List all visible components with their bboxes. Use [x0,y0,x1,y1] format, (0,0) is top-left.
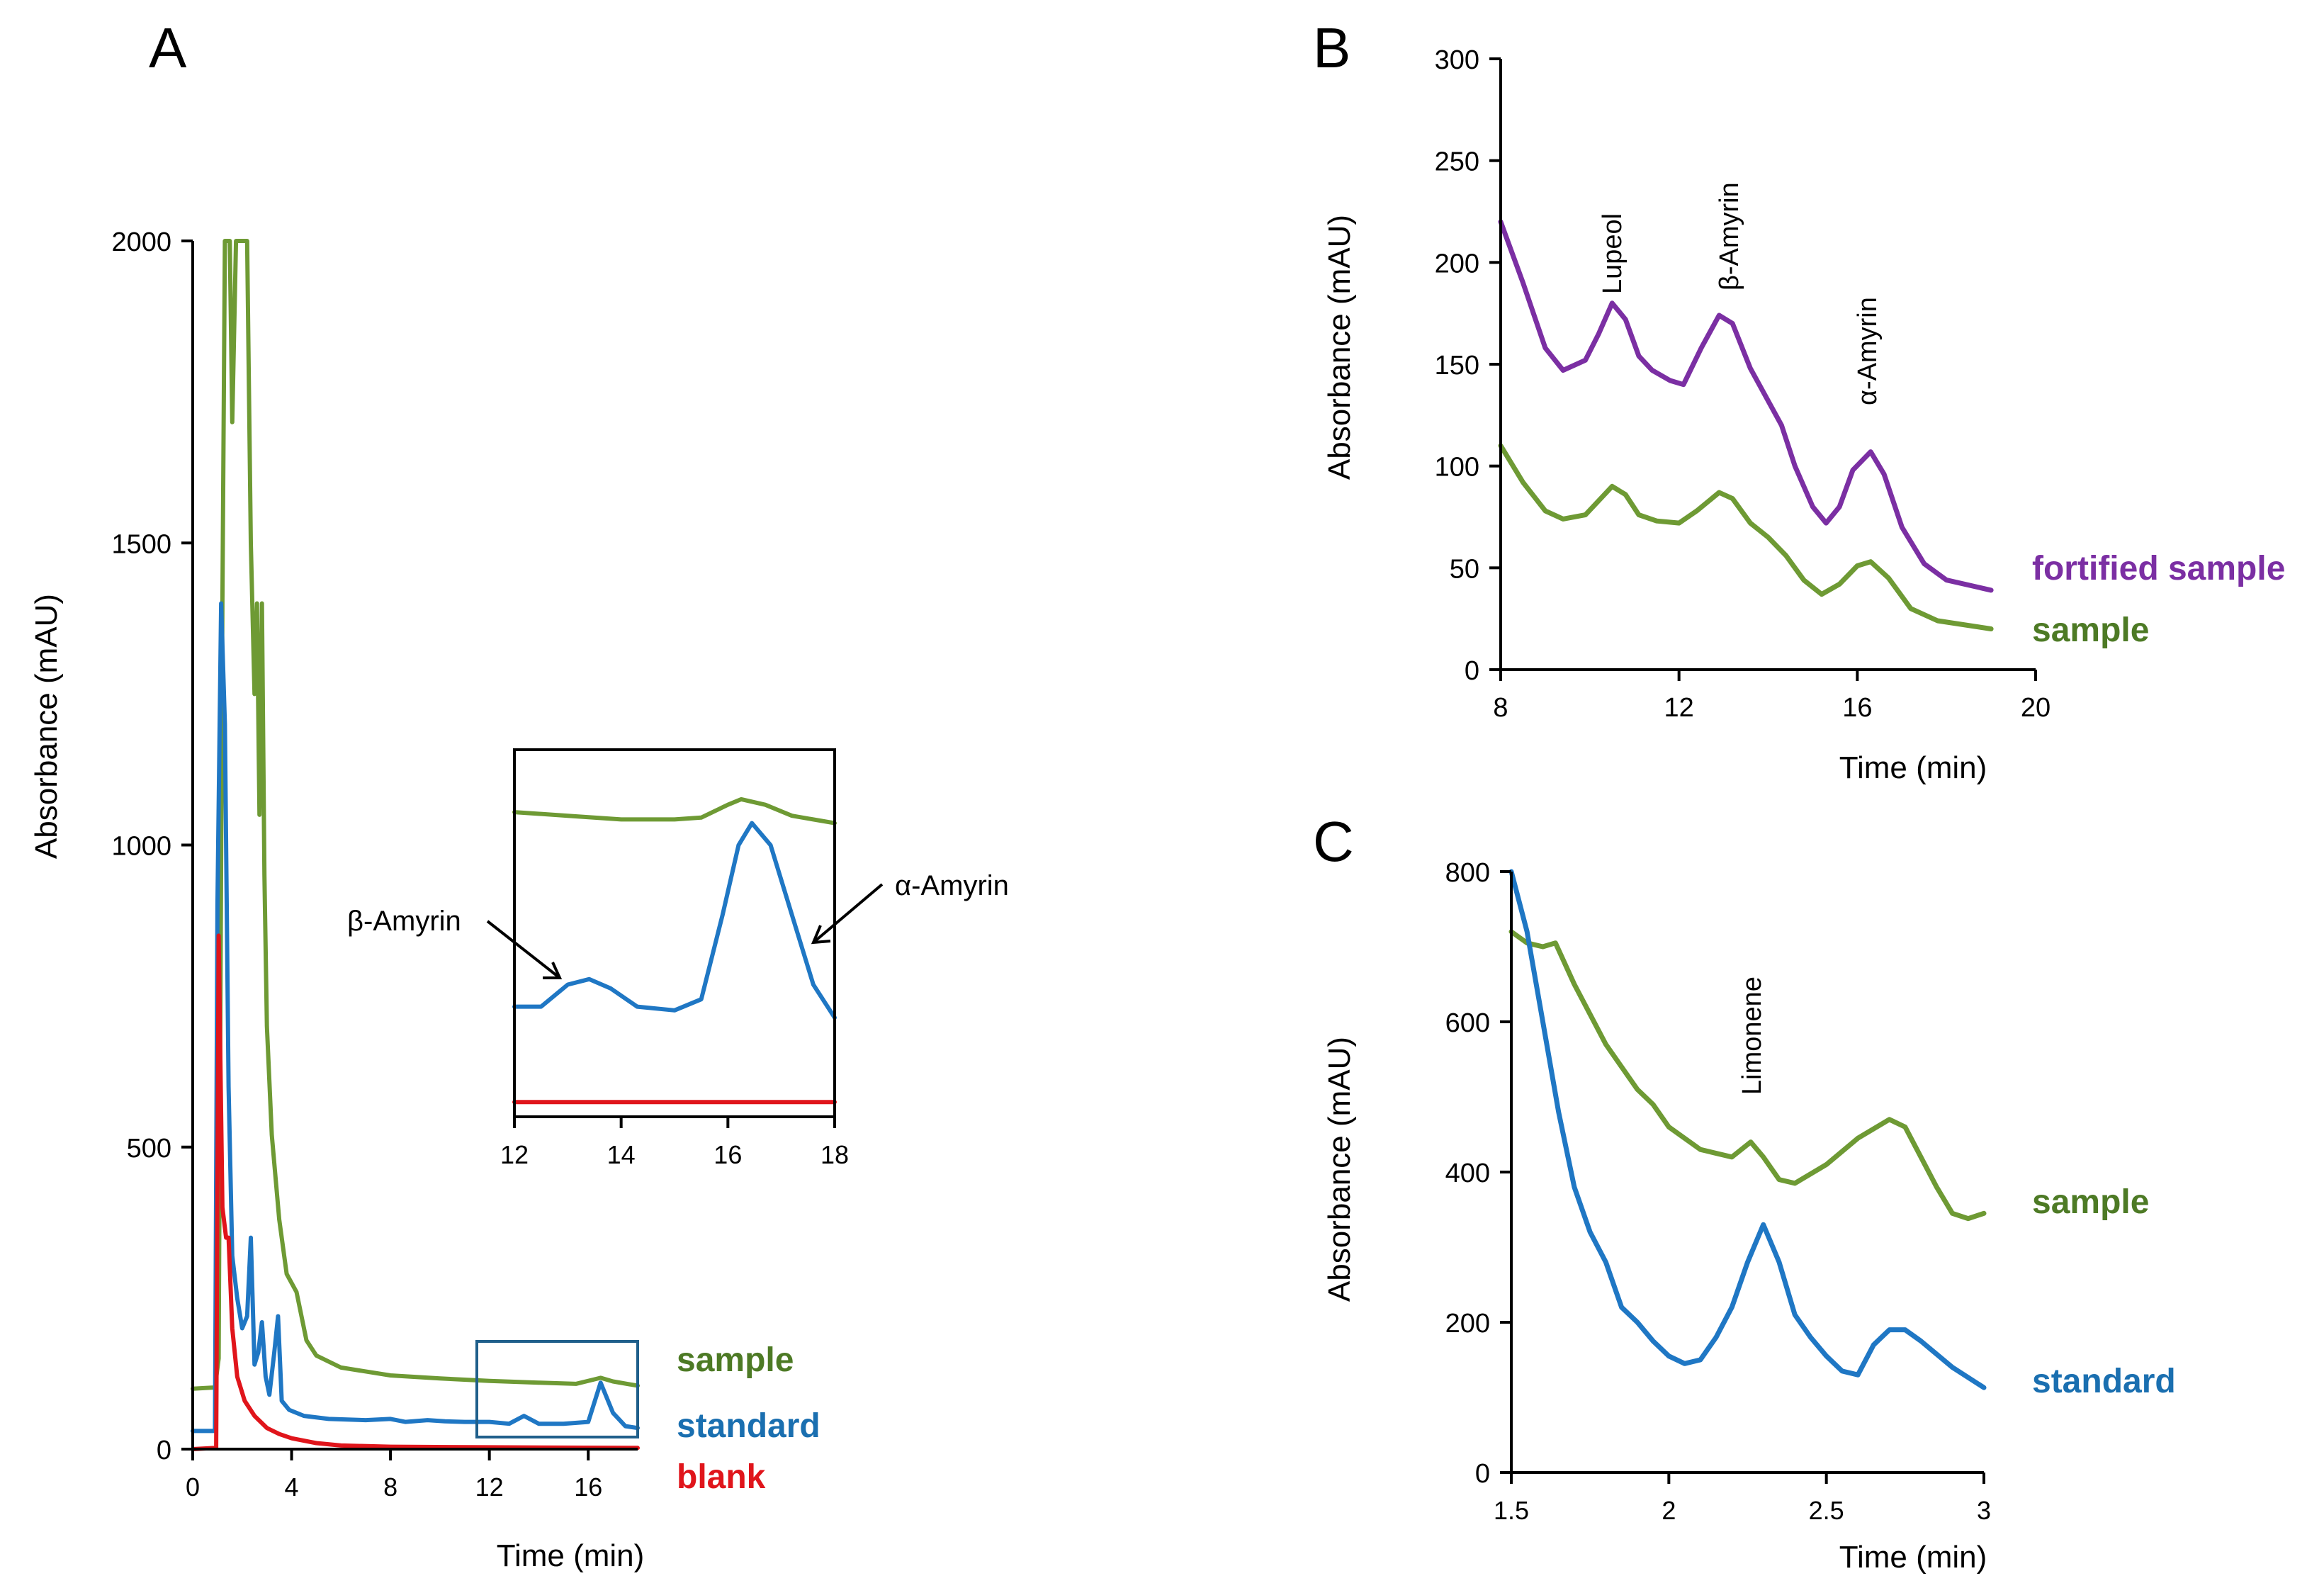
legend-sample-b: sample [2032,612,2149,649]
annotation-limonene: Limonene [1737,976,1767,1095]
panel-c-xtick-label: 2 [1662,1496,1676,1525]
panel-c-x-title: Time (min) [1839,1540,1987,1575]
legend-blank-a: blank [677,1458,766,1496]
panel-b-xtick-label: 8 [1493,693,1508,723]
alpha-amyrin-arrowhead [811,925,831,945]
inset-annotation-beta-amyrin: β-Amyrin [347,906,461,937]
panel-c-series [1508,869,1987,1390]
panel-a-line-sample [191,239,640,1391]
panel-a-y-ticks: 0 500 1000 1500 2000 [111,227,193,1465]
panel-a-xtick-label: 16 [574,1472,602,1502]
panel-a-line-standard [191,601,640,1434]
panel-a-x-title: Time (min) [497,1538,645,1573]
panel-a-ytick-label: 1500 [111,529,171,559]
beta-amyrin-arrowhead [543,962,563,979]
panel-b-line-sample [1498,443,1994,631]
panel-c-ytick-label: 0 [1475,1459,1490,1489]
inset-line-sample [512,796,837,826]
panel-a-y-title: Absorbance (mAU) [29,594,64,859]
panel-a-ytick-label: 2000 [111,227,171,257]
legend-standard-c: standard [2032,1363,2176,1400]
panel-b-y-title: Absorbance (mAU) [1322,215,1357,480]
annotation-alpha-amyrin-b: α-Amyrin [1853,297,1883,405]
panel-a: A 0 500 1000 1500 2000 0 4 8 12 16 Time (min) Ab… [29,16,1009,1573]
panel-c-ytick-label: 200 [1445,1309,1490,1339]
panel-b-ytick-label: 250 [1435,147,1479,177]
inset-x-ticks: 12 14 16 18 [500,1117,849,1169]
panel-c-y-ticks: 0 200 400 600 800 [1445,858,1511,1489]
beta-amyrin-arrow [486,920,561,979]
inset-line-standard [512,821,837,1020]
panel-a-inset: 12 14 16 18 β-Amyrin α-Amyrin [347,748,1009,1169]
panel-c-line-sample [1508,929,1987,1222]
panel-a-xtick-label: 4 [285,1472,299,1502]
panel-c-xtick-label: 3 [1977,1496,1991,1525]
panel-b-ytick-label: 100 [1435,453,1479,483]
panel-c: C 0 200 400 600 800 1.5 2 2.5 3 Time (min) Abso… [1313,810,2176,1575]
panel-b-x-title: Time (min) [1839,750,1987,785]
inset-xtick-label: 12 [500,1140,529,1169]
panel-c-xtick-label: 1.5 [1494,1496,1529,1525]
panel-b-line-fortified-sample [1498,219,1994,593]
panel-c-x-ticks: 1.5 2 2.5 3 [1494,1472,1991,1525]
zoom-box [475,1340,639,1438]
inset-xtick-label: 14 [607,1140,636,1169]
panel-a-ytick-label: 0 [157,1436,171,1465]
legend-standard-a: standard [677,1407,820,1445]
panel-a-x-ticks: 0 4 8 12 16 [186,1449,602,1502]
panel-b-x-ticks: 8 12 16 20 [1493,670,2051,723]
panel-b-xtick-label: 20 [2021,693,2051,723]
panel-b-series [1498,219,1994,631]
panel-c-line-standard [1508,869,1987,1390]
panel-a-line-blank [191,933,640,1451]
panel-c-ytick-label: 400 [1445,1159,1490,1188]
panel-a-ytick-label: 500 [127,1134,171,1164]
panel-b-ytick-label: 0 [1465,656,1479,686]
panel-a-label: A [149,16,187,79]
panel-a-ytick-label: 1000 [111,832,171,862]
panel-b-ytick-label: 200 [1435,249,1479,278]
panel-b-ytick-label: 300 [1435,45,1479,75]
panel-b-y-ticks: 0 50 100 150 200 250 300 [1435,45,1501,686]
panel-b-ytick-label: 150 [1435,351,1479,381]
panel-a-xtick-label: 12 [475,1472,504,1502]
legend-sample-c: sample [2032,1183,2149,1221]
inset-xtick-label: 16 [713,1140,742,1169]
inset-xtick-label: 18 [820,1140,849,1169]
inset-annotation-alpha-amyrin: α-Amyrin [895,870,1009,901]
panel-c-label: C [1313,810,1354,873]
legend-sample-a: sample [677,1341,794,1379]
inset-series [512,796,837,1105]
panel-b-label: B [1313,16,1350,79]
panel-b-xtick-label: 16 [1842,693,1872,723]
panel-c-ytick-label: 600 [1445,1008,1490,1038]
panel-a-xtick-label: 0 [186,1472,200,1502]
panel-c-xtick-label: 2.5 [1809,1496,1844,1525]
panel-b-xtick-label: 12 [1664,693,1694,723]
inset-frame [513,748,836,1118]
legend-fortified-sample: fortified sample [2032,550,2285,587]
panel-a-series [191,239,640,1451]
annotation-beta-amyrin-b: β-Amyrin [1715,182,1744,291]
annotation-lupeol: Lupeol [1598,213,1628,294]
panel-a-xtick-label: 8 [383,1472,397,1502]
panel-b-ytick-label: 50 [1450,554,1479,584]
alpha-amyrin-arrow [812,883,884,944]
panel-c-y-title: Absorbance (mAU) [1322,1037,1357,1302]
panel-c-ytick-label: 800 [1445,858,1490,888]
